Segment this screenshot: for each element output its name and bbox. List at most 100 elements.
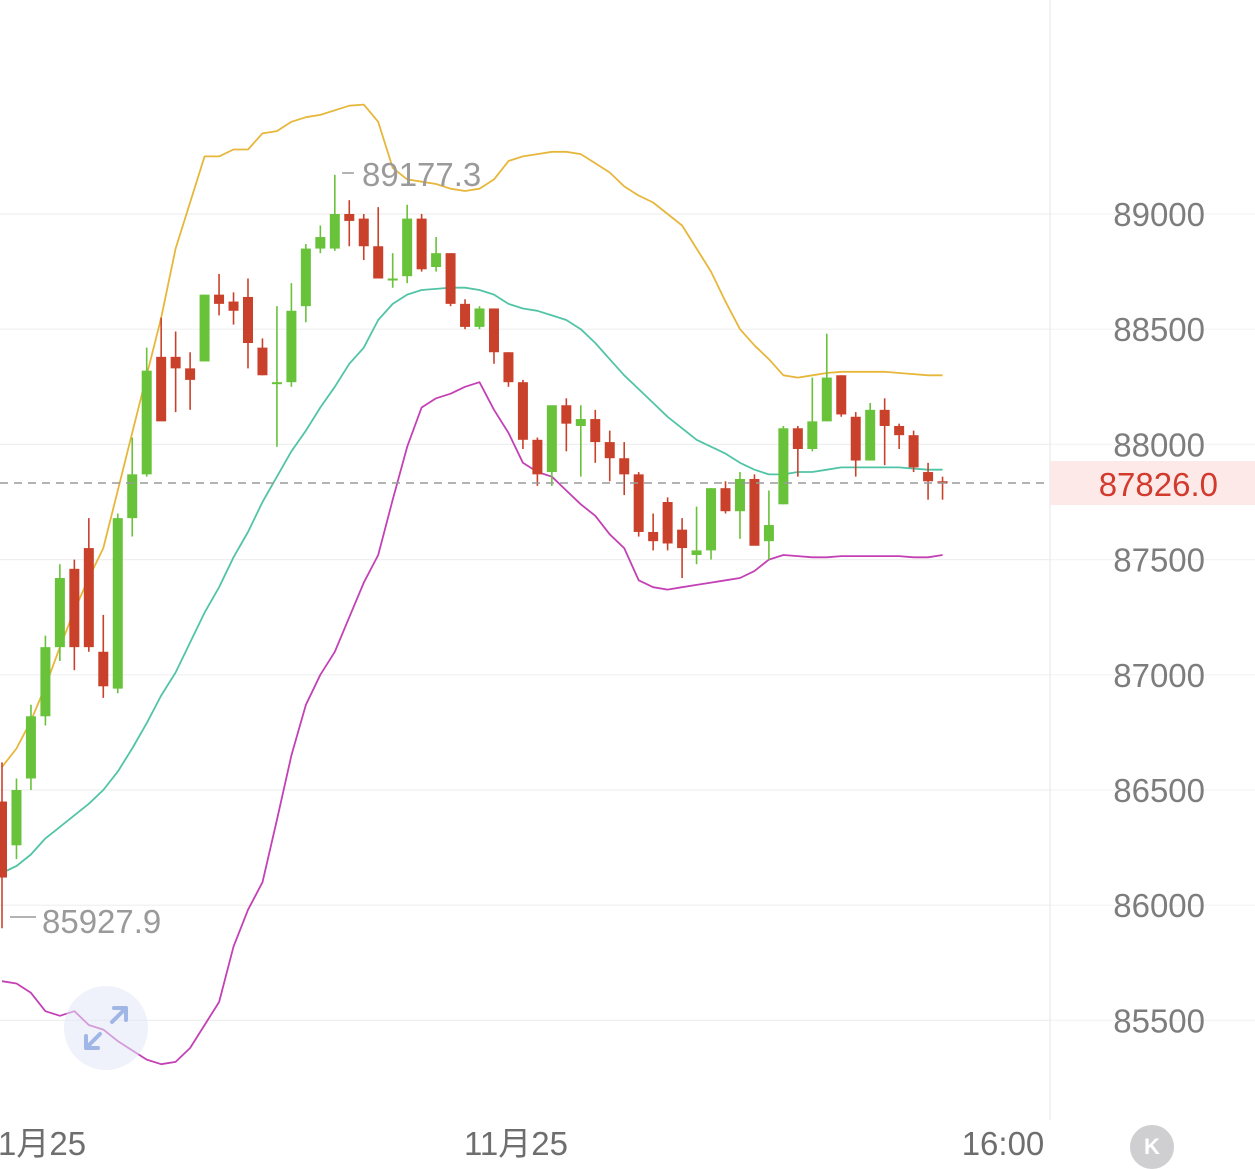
candle — [11, 778, 22, 860]
candle — [677, 518, 688, 579]
candle — [850, 412, 861, 477]
candle-body — [517, 382, 528, 440]
candle-body — [850, 416, 861, 461]
candle — [821, 333, 832, 422]
candle — [546, 405, 557, 486]
candle — [908, 430, 919, 473]
candle — [807, 377, 818, 452]
candle — [228, 292, 239, 325]
candle-body — [662, 502, 673, 544]
candle-body — [300, 248, 311, 307]
candle — [25, 704, 36, 790]
candle — [633, 472, 644, 537]
candle — [749, 474, 760, 546]
candle-body — [763, 525, 774, 542]
candle-body — [83, 548, 94, 648]
candle-body — [460, 303, 471, 327]
candle — [112, 513, 123, 694]
y-tick-label: 87500 — [1113, 542, 1205, 579]
candle — [141, 347, 152, 477]
x-tick-0: 1月25 — [0, 1125, 86, 1161]
candle — [387, 253, 398, 288]
candle-body — [69, 568, 80, 648]
candle-body — [546, 405, 557, 473]
candle — [54, 564, 65, 661]
candle — [329, 174, 340, 251]
candle-body — [503, 352, 514, 383]
candle-body — [257, 347, 268, 376]
expand-button[interactable] — [64, 986, 148, 1070]
candle-body — [127, 474, 138, 519]
candle — [170, 331, 181, 413]
candle — [474, 306, 485, 330]
candle-body — [734, 478, 745, 512]
candle-body — [648, 531, 659, 542]
current-price-tag — [1050, 461, 1255, 505]
y-tick-label: 87000 — [1113, 657, 1205, 694]
candle — [199, 294, 210, 362]
candle — [619, 442, 630, 496]
candle — [315, 225, 326, 254]
candle — [257, 338, 268, 376]
y-tick-label: 89000 — [1113, 196, 1205, 233]
candle-body — [633, 474, 644, 532]
candle — [590, 409, 601, 463]
candle-body — [691, 550, 702, 555]
high-marker-label: 89177.3 — [362, 156, 481, 193]
candle-body — [677, 529, 688, 549]
candle — [344, 200, 355, 247]
k-logo-button[interactable]: K — [1130, 1125, 1174, 1169]
candle — [416, 214, 427, 272]
candle — [431, 237, 442, 272]
candle — [488, 308, 499, 364]
candle-body — [706, 488, 717, 551]
k-logo-icon: K — [1144, 1134, 1160, 1159]
candle — [865, 402, 876, 461]
candle-body — [575, 419, 586, 426]
candle — [242, 278, 253, 369]
x-tick-2: 16:00 — [962, 1125, 1045, 1161]
candle-body — [112, 518, 123, 689]
candle — [763, 490, 774, 560]
candles — [0, 174, 948, 929]
candle — [98, 614, 109, 698]
candle — [156, 317, 167, 422]
candle-body — [879, 409, 890, 426]
candle — [358, 214, 369, 261]
candle — [836, 375, 847, 417]
candle — [373, 207, 384, 279]
candle-body — [228, 301, 239, 311]
upper-band-line — [1, 103, 943, 768]
candle-body — [488, 308, 499, 353]
price-markers: 87826.0 89177.3 85927.9 — [0, 156, 1255, 940]
candle-body — [315, 237, 326, 249]
candle-body — [749, 478, 760, 546]
candle-body — [11, 790, 22, 846]
low-marker-label: 85927.9 — [42, 903, 161, 940]
candle-body — [358, 218, 369, 247]
candle-body — [329, 214, 340, 249]
candle-body — [894, 425, 905, 436]
y-tick-label: 86500 — [1113, 772, 1205, 809]
candle — [69, 559, 80, 671]
y-axis-labels: 89000 88500 88000 87500 87000 86500 86000 85500 — [1113, 196, 1205, 1039]
candle — [734, 472, 745, 539]
candle-body — [474, 308, 485, 327]
x-axis-labels: 1月25 11月25 16:00 — [0, 1125, 1044, 1161]
candle-body — [402, 218, 413, 277]
candle-body — [836, 375, 847, 415]
candle — [83, 518, 94, 652]
candle-body — [532, 439, 543, 475]
candle-body — [185, 368, 196, 380]
candle — [214, 273, 225, 316]
candle — [561, 398, 572, 452]
candle-body — [98, 651, 109, 687]
candle-body — [54, 578, 65, 648]
candle — [460, 299, 471, 330]
candle-body — [792, 428, 803, 450]
candle-body — [0, 801, 7, 878]
candle-body — [199, 294, 210, 362]
grid-lines — [0, 213, 1255, 1022]
y-tick-label: 86000 — [1113, 887, 1205, 924]
